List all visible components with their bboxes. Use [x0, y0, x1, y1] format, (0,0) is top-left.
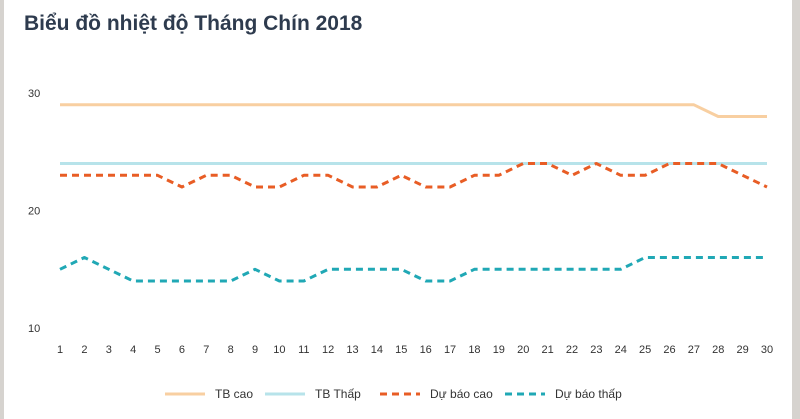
series-line-dự-báo-cao [60, 162, 768, 189]
x-axis-ticks: 1 2 3 4 5 6 7 8 9 10 11 12 13 14 15 16 17 18 19 20 21 22 23 24 2… [57, 344, 773, 356]
x-tick-label: 2 [81, 344, 87, 356]
x-tick-label: 20 [517, 344, 529, 356]
y-tick-label: 10 [28, 323, 40, 335]
x-tick-label: 13 [346, 344, 358, 356]
x-tick-label: 8 [228, 344, 234, 356]
x-tick-label: 7 [203, 344, 209, 356]
series-line-dự-báo-thấp [59, 256, 767, 283]
x-tick-label: 21 [541, 344, 553, 356]
y-axis-ticks: 10 20 30 [28, 88, 40, 335]
x-tick-label: 4 [130, 344, 136, 356]
legend-label: Dự báo cao [430, 387, 493, 401]
x-tick-label: 26 [663, 344, 675, 356]
x-tick-label: 15 [395, 344, 407, 356]
series-lines [59, 103, 768, 283]
series-line-tb-cao [60, 103, 767, 118]
chart-title: Biểu đồ nhiệt độ Tháng Chín 2018 [24, 12, 363, 35]
x-tick-label: 9 [252, 344, 258, 356]
x-tick-label: 23 [590, 344, 602, 356]
legend-label: Dự báo thấp [555, 387, 622, 401]
x-tick-label: 5 [154, 344, 160, 356]
legend-label: TB Thấp [315, 387, 361, 401]
x-tick-label: 11 [298, 344, 309, 356]
y-tick-label: 20 [28, 206, 40, 218]
chart-panel: Biểu đồ nhiệt độ Tháng Chín 2018 [4, 0, 792, 419]
x-tick-label: 16 [420, 344, 432, 356]
x-tick-label: 6 [179, 344, 185, 356]
x-tick-label: 19 [493, 344, 505, 356]
x-tick-label: 10 [273, 344, 285, 356]
legend: TB cao TB Thấp Dự báo cao Dự báo thấp [165, 387, 622, 401]
x-tick-label: 18 [468, 344, 480, 356]
x-tick-label: 22 [566, 344, 578, 356]
x-tick-label: 29 [736, 344, 748, 356]
x-tick-label: 30 [761, 344, 773, 356]
legend-label: TB cao [215, 387, 253, 401]
y-tick-label: 30 [28, 88, 40, 100]
x-tick-label: 12 [322, 344, 334, 356]
x-tick-label: 27 [688, 344, 700, 356]
x-tick-label: 14 [371, 344, 383, 356]
x-tick-label: 28 [712, 344, 724, 356]
x-tick-label: 25 [639, 344, 651, 356]
x-tick-label: 24 [615, 344, 627, 356]
x-tick-label: 17 [444, 344, 456, 356]
x-tick-label: 1 [57, 344, 63, 356]
x-tick-label: 3 [106, 344, 112, 356]
